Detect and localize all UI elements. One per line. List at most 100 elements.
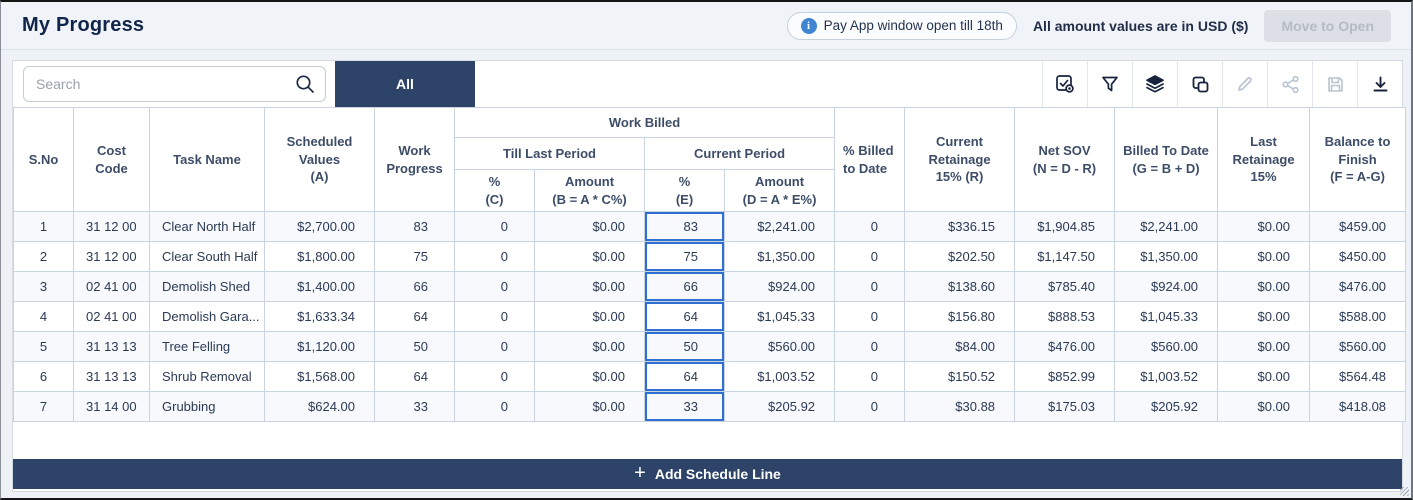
cell-billed-to-date: $1,003.52 bbox=[1114, 361, 1219, 392]
move-to-open-button[interactable]: Move to Open bbox=[1264, 9, 1391, 42]
cell-cost-code: 02 41 00 bbox=[73, 301, 150, 332]
cell-work-progress: 83 bbox=[374, 211, 455, 242]
cell-billed-to-date: $1,350.00 bbox=[1114, 241, 1219, 272]
cell-pct-billed-to-date: 0 bbox=[834, 331, 906, 362]
cell-last-retainage: $0.00 bbox=[1217, 301, 1311, 332]
cell-pct-e-input[interactable]: 64 bbox=[644, 301, 725, 332]
cell-amount-b: $0.00 bbox=[534, 301, 645, 332]
cell-pct-billed-to-date: 0 bbox=[834, 361, 906, 392]
col-header-sno: S.No bbox=[13, 107, 74, 212]
cell-pct-e-input[interactable]: 75 bbox=[644, 241, 725, 272]
cell-scheduled-values: $1,568.00 bbox=[264, 361, 375, 392]
cell-cost-code: 31 12 00 bbox=[73, 241, 150, 272]
col-header-task-name: Task Name bbox=[149, 107, 265, 212]
cell-balance-to-finish: $476.00 bbox=[1309, 271, 1407, 302]
cell-amount-d: $1,350.00 bbox=[723, 241, 836, 272]
cell-amount-b: $0.00 bbox=[534, 241, 645, 272]
share-icon bbox=[1267, 61, 1312, 107]
col-header-last-retainage: Last Retainage 15% bbox=[1217, 107, 1311, 212]
cell-scheduled-values: $1,120.00 bbox=[264, 331, 375, 362]
info-icon: i bbox=[800, 17, 817, 34]
cell-pct-e-input[interactable]: 50 bbox=[644, 331, 725, 362]
progress-card: All bbox=[12, 60, 1407, 492]
cell-sno: 3 bbox=[13, 271, 74, 302]
edit-icon bbox=[1222, 61, 1267, 107]
col-header-cost-code: Cost Code bbox=[73, 107, 150, 212]
cell-billed-to-date: $2,241.00 bbox=[1114, 211, 1219, 242]
cell-pct-c: 0 bbox=[454, 271, 535, 302]
cell-amount-d: $1,045.33 bbox=[723, 301, 836, 332]
cell-balance-to-finish: $564.48 bbox=[1309, 361, 1407, 392]
cell-last-retainage: $0.00 bbox=[1217, 241, 1311, 272]
cell-scheduled-values: $624.00 bbox=[264, 391, 375, 422]
col-group-work-billed: Work Billed bbox=[453, 107, 836, 138]
cell-amount-b: $0.00 bbox=[534, 271, 645, 302]
copy-icon[interactable] bbox=[1177, 61, 1222, 107]
cell-scheduled-values: $1,400.00 bbox=[264, 271, 375, 302]
cell-pct-c: 0 bbox=[454, 211, 535, 242]
search-icon[interactable] bbox=[294, 73, 316, 95]
tab-all[interactable]: All bbox=[335, 61, 475, 107]
cell-work-progress: 66 bbox=[374, 271, 455, 302]
cell-scheduled-values: $2,700.00 bbox=[264, 211, 375, 242]
page-title: My Progress bbox=[22, 14, 145, 36]
search-input[interactable] bbox=[23, 66, 326, 102]
plus-icon: + bbox=[634, 462, 646, 484]
cell-pct-billed-to-date: 0 bbox=[834, 211, 906, 242]
cell-amount-d: $1,003.52 bbox=[723, 361, 836, 392]
table-body: 1 31 12 00 Clear North Half $2,700.00 83 0 $0.… bbox=[13, 211, 1407, 422]
cell-sno: 6 bbox=[13, 361, 74, 392]
cell-cost-code: 02 41 00 bbox=[73, 271, 150, 302]
cell-current-retainage: $138.60 bbox=[904, 271, 1016, 302]
cell-amount-d: $2,241.00 bbox=[723, 211, 836, 242]
col-header-pct-c: % (C) bbox=[454, 169, 535, 212]
cell-pct-e-input[interactable]: 66 bbox=[644, 271, 725, 302]
cell-net-sov: $476.00 bbox=[1014, 331, 1116, 362]
cell-billed-to-date: $205.92 bbox=[1114, 391, 1219, 422]
cell-pct-billed-to-date: 0 bbox=[834, 391, 906, 422]
cell-cost-code: 31 13 13 bbox=[73, 331, 150, 362]
col-group-current-period: Current Period bbox=[643, 137, 836, 170]
cell-task-name: Clear South Half bbox=[149, 241, 265, 272]
cell-last-retainage: $0.00 bbox=[1217, 271, 1311, 302]
layers-icon[interactable] bbox=[1132, 61, 1177, 107]
cell-task-name: Shrub Removal bbox=[149, 361, 265, 392]
cell-work-progress: 50 bbox=[374, 331, 455, 362]
pay-app-review-icon[interactable] bbox=[1042, 61, 1087, 107]
cell-sno: 1 bbox=[13, 211, 74, 242]
col-header-balance-to-finish: Balance to Finish (F = A-G) bbox=[1309, 107, 1407, 212]
cell-work-progress: 64 bbox=[374, 301, 455, 332]
filter-icon[interactable] bbox=[1087, 61, 1132, 107]
cell-pct-e-input[interactable]: 64 bbox=[644, 361, 725, 392]
cell-pct-e-input[interactable]: 83 bbox=[644, 211, 725, 242]
cell-work-progress: 64 bbox=[374, 361, 455, 392]
pay-app-notice-text: Pay App window open till 18th bbox=[823, 18, 1003, 33]
search-box bbox=[23, 66, 326, 102]
cell-sno: 5 bbox=[13, 331, 74, 362]
col-header-amount-d: Amount (D = A * E%) bbox=[723, 169, 836, 212]
title-bar: My Progress i Pay App window open till 1… bbox=[1, 2, 1411, 50]
cell-pct-e-input[interactable]: 33 bbox=[644, 391, 725, 422]
cell-current-retainage: $156.80 bbox=[904, 301, 1016, 332]
cell-pct-billed-to-date: 0 bbox=[834, 271, 906, 302]
add-schedule-line-label: Add Schedule Line bbox=[654, 466, 781, 482]
download-icon[interactable] bbox=[1357, 61, 1402, 107]
cell-current-retainage: $336.15 bbox=[904, 211, 1016, 242]
col-header-pct-billed-to-date: % Billed to Date bbox=[834, 107, 906, 212]
cell-balance-to-finish: $418.08 bbox=[1309, 391, 1407, 422]
pay-app-window-notice[interactable]: i Pay App window open till 18th bbox=[786, 11, 1017, 40]
cell-cost-code: 31 14 00 bbox=[73, 391, 150, 422]
cell-task-name: Demolish Shed bbox=[149, 271, 265, 302]
cell-billed-to-date: $924.00 bbox=[1114, 271, 1219, 302]
cell-net-sov: $888.53 bbox=[1014, 301, 1116, 332]
cell-current-retainage: $30.88 bbox=[904, 391, 1016, 422]
table-row: 2 31 12 00 Clear South Half $1,800.00 75 0 $0.… bbox=[13, 241, 1407, 272]
col-group-till-last-period: Till Last Period bbox=[454, 137, 645, 170]
cell-billed-to-date: $1,045.33 bbox=[1114, 301, 1219, 332]
cell-amount-b: $0.00 bbox=[534, 361, 645, 392]
col-header-billed-to-date: Billed To Date (G = B + D) bbox=[1114, 107, 1219, 212]
cell-amount-d: $205.92 bbox=[723, 391, 836, 422]
toolbar-spacer bbox=[475, 61, 1042, 107]
add-schedule-line-button[interactable]: + Add Schedule Line bbox=[13, 459, 1402, 489]
cell-balance-to-finish: $459.00 bbox=[1309, 211, 1407, 242]
